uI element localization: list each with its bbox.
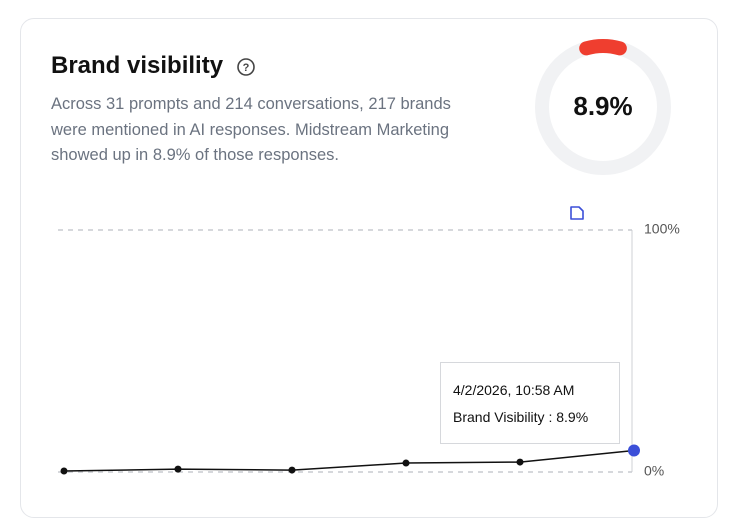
help-icon[interactable]: ?: [237, 58, 255, 76]
data-point: [402, 459, 410, 467]
tooltip-value: Brand Visibility : 8.9%: [453, 409, 589, 425]
y-tick-label: 100%: [644, 221, 680, 237]
data-point: [174, 465, 182, 473]
data-point: [60, 467, 68, 475]
card-title: Brand visibility: [51, 52, 224, 79]
tooltip: 4/2/2026, 10:58 AM Brand Visibility : 8.…: [440, 362, 620, 444]
gauge-arc: [535, 39, 671, 175]
page: Brand visibility Across 31 prompts and 2…: [20, 18, 718, 518]
y-tick-label: 0%: [644, 463, 664, 479]
chart: ? 8.9% 0% 100%: [58, 39, 680, 479]
svg-text:?: ?: [243, 62, 250, 74]
export-icon[interactable]: [570, 206, 584, 220]
data-point: [288, 466, 296, 474]
gauge-label: 8.9%: [573, 91, 632, 121]
data-point: [516, 458, 524, 466]
data-point: [628, 444, 640, 457]
tooltip-date: 4/2/2026, 10:58 AM: [453, 382, 575, 398]
card-description: Across 31 prompts and 214 conversations,…: [51, 95, 451, 164]
series-line: [63, 449, 635, 472]
